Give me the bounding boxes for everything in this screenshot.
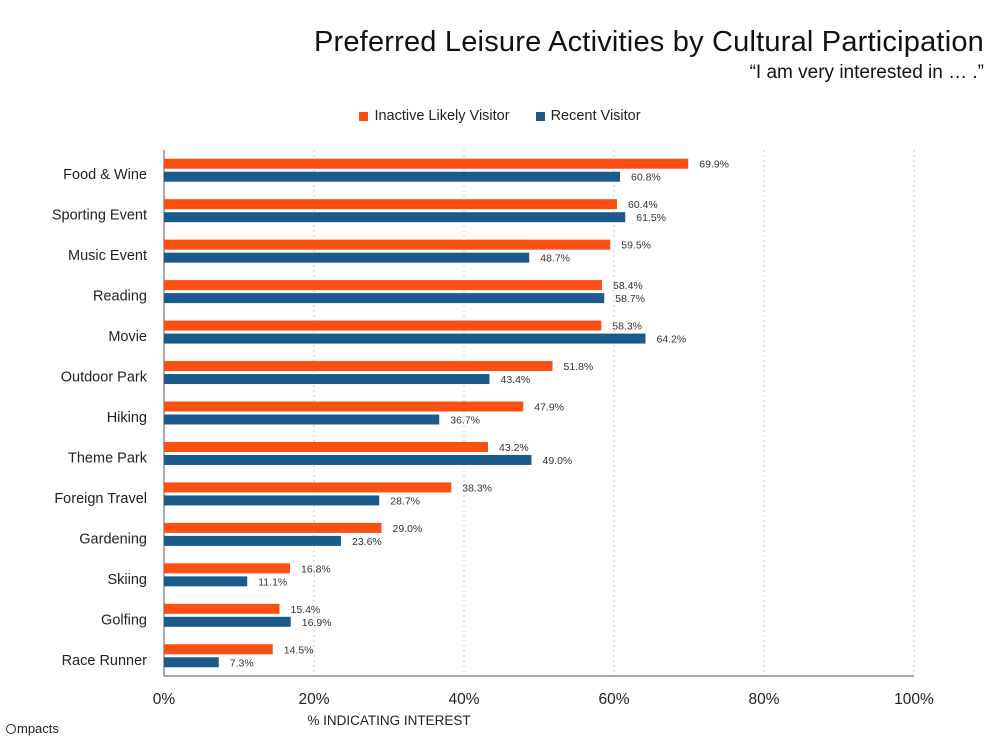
category-label: Reading — [93, 289, 147, 305]
bar-inactive — [164, 199, 617, 210]
data-label: 47.9% — [534, 402, 564, 414]
category-label: Theme Park — [68, 450, 148, 466]
data-label: 58.7% — [615, 293, 645, 305]
data-label: 15.4% — [291, 604, 321, 616]
data-label: 49.0% — [543, 455, 573, 467]
data-label: 64.2% — [657, 334, 687, 346]
category-label: Music Event — [68, 248, 147, 264]
bar-inactive — [164, 361, 553, 372]
bar-inactive — [164, 239, 611, 250]
category-label: Golfing — [101, 612, 147, 628]
bar-recent — [164, 333, 646, 344]
bar-recent — [164, 171, 620, 182]
legend-item-recent: Recent Visitor — [535, 108, 641, 124]
x-tick-label: 60% — [598, 691, 629, 708]
x-tick-label: 20% — [298, 691, 329, 708]
data-label: 16.8% — [301, 563, 331, 575]
bar-inactive — [164, 522, 382, 533]
category-label: Outdoor Park — [61, 370, 148, 386]
logo-mark-icon — [6, 723, 16, 734]
category-label: Skiing — [108, 572, 148, 588]
data-label: 58.3% — [612, 321, 642, 333]
legend-label-recent: Recent Visitor — [550, 108, 641, 124]
category-label: Race Runner — [62, 653, 148, 669]
data-label: 60.4% — [628, 199, 658, 211]
data-label: 23.6% — [352, 536, 382, 548]
chart-legend: Inactive Likely Visitor Recent Visitor — [0, 108, 1000, 124]
legend-item-inactive: Inactive Likely Visitor — [359, 108, 510, 124]
bar-inactive — [164, 563, 290, 574]
bar-inactive — [164, 280, 602, 291]
x-tick-label: 80% — [748, 691, 779, 708]
data-label: 58.4% — [613, 280, 643, 292]
category-label: Sporting Event — [52, 208, 147, 224]
x-tick-label: 100% — [894, 691, 934, 708]
chart-subtitle: “I am very interested in … .” — [749, 62, 984, 83]
bar-recent — [164, 454, 532, 465]
bar-inactive — [164, 441, 488, 452]
data-label: 43.2% — [499, 442, 529, 454]
bar-inactive — [164, 603, 280, 614]
bar-recent — [164, 252, 530, 263]
bar-recent — [164, 495, 380, 506]
data-label: 16.9% — [302, 617, 332, 629]
data-label: 60.8% — [631, 172, 661, 184]
bar-recent — [164, 657, 219, 668]
data-label: 69.9% — [699, 159, 729, 171]
chart-title: Preferred Leisure Activities by Cultural… — [313, 26, 984, 58]
x-tick-label: 0% — [153, 691, 176, 708]
logo-text: mpacts — [17, 721, 59, 736]
impacts-logo: mpacts — [6, 721, 59, 736]
x-tick-label: 40% — [448, 691, 479, 708]
data-label: 36.7% — [450, 415, 480, 427]
bar-recent — [164, 293, 605, 304]
data-label: 14.5% — [284, 644, 314, 656]
bar-recent — [164, 576, 248, 587]
data-label: 48.7% — [540, 253, 570, 265]
bar-recent — [164, 374, 490, 385]
category-label: Foreign Travel — [54, 491, 147, 507]
bar-inactive — [164, 320, 602, 331]
data-label: 7.3% — [230, 657, 254, 669]
data-label: 59.5% — [621, 240, 651, 252]
bar-inactive — [164, 158, 689, 169]
data-label: 43.4% — [501, 374, 531, 386]
data-label: 29.0% — [393, 523, 423, 535]
bar-recent — [164, 535, 341, 546]
data-label: 28.7% — [390, 495, 420, 507]
category-label: Food & Wine — [63, 167, 147, 183]
data-label: 38.3% — [462, 482, 492, 494]
legend-label-inactive: Inactive Likely Visitor — [374, 108, 510, 124]
bar-recent — [164, 414, 440, 425]
bar-inactive — [164, 401, 524, 412]
data-label: 51.8% — [564, 361, 594, 373]
legend-swatch-inactive — [359, 111, 369, 121]
legend-swatch-recent — [535, 111, 545, 121]
bar-recent — [164, 212, 626, 223]
x-axis-title: % INDICATING INTEREST — [307, 713, 470, 728]
category-label: Movie — [108, 329, 147, 345]
bar-inactive — [164, 482, 452, 493]
category-label: Gardening — [79, 531, 147, 547]
data-label: 61.5% — [636, 212, 666, 224]
data-label: 11.1% — [258, 576, 287, 588]
category-label: Hiking — [107, 410, 147, 426]
bar-inactive — [164, 644, 273, 655]
bar-recent — [164, 616, 291, 627]
